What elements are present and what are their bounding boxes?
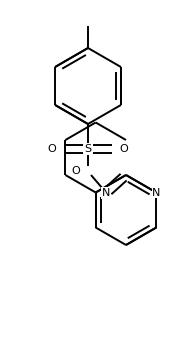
Text: O: O [120,144,128,154]
Text: S: S [84,144,92,154]
Text: N: N [152,188,161,198]
Text: O: O [48,144,56,154]
Text: O: O [72,166,80,176]
Text: N: N [102,188,110,198]
